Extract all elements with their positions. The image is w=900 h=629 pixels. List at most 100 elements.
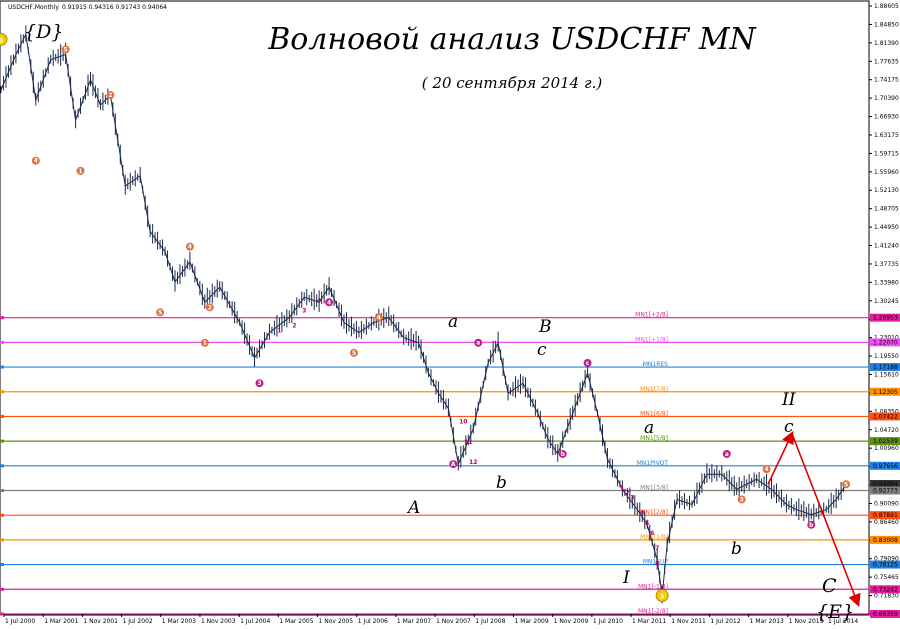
minor-marker-label-6: 2	[208, 304, 212, 311]
minor-marker-label-13: a	[476, 340, 480, 347]
level-stub-11	[0, 587, 4, 591]
minor-marker-label-15: c	[586, 360, 590, 367]
x-tick-label-0: 1 Jul 2000	[5, 618, 35, 625]
minor-marker-label-0: 4	[34, 158, 38, 165]
minor-marker-9	[325, 298, 334, 307]
minor-marker-label-17: 3	[740, 496, 744, 503]
level-stub-2	[0, 365, 4, 369]
minor-marker-7	[200, 338, 209, 347]
level-stub-3	[0, 390, 4, 394]
level-stub-7	[0, 489, 4, 493]
x-tick-label-4: 1 Mar 2003	[162, 618, 196, 625]
y-tick-label-12: 1.44950	[874, 224, 899, 231]
y-tick-label-11: 1.48705	[874, 206, 899, 213]
level-tag-bg-11	[870, 560, 900, 569]
minor-marker-label-18: 4	[764, 466, 768, 473]
sub-wave-label-8: 2	[625, 489, 629, 496]
minor-marker-20	[842, 480, 851, 489]
chart-title: Волновой анализ USDCHF MN	[267, 22, 757, 57]
wave-label-D: {D}	[24, 21, 63, 43]
level-tag-bg-0	[870, 313, 900, 322]
sub-wave-label-12: 6	[650, 530, 654, 537]
level-stub-8	[0, 513, 4, 517]
minor-marker-label-12: A	[451, 461, 456, 468]
minor-marker-label-19: b	[809, 522, 814, 529]
wave-label-c-proj: c	[784, 417, 794, 437]
y-tick-label-7: 1.63175	[874, 132, 899, 139]
projection-arrow-up	[767, 430, 794, 485]
level-label-10: MN1SUP	[643, 559, 669, 566]
minor-marker-label-14: b	[561, 451, 566, 458]
level-tag-label-0: 1.26953	[873, 315, 898, 322]
minor-marker-label-10: 4	[377, 314, 381, 321]
y-tick-label-3: 1.77635	[874, 58, 899, 65]
minor-marker-8	[255, 379, 264, 388]
minor-marker-6	[205, 303, 214, 312]
level-tag-label-3: 1.12305	[873, 389, 898, 396]
x-tick-label-13: 1 Mar 2009	[514, 618, 548, 625]
level-stub-0	[0, 316, 4, 320]
wave-label-c-2010: c	[537, 340, 547, 360]
y-tick-label-30: 0.79090	[874, 556, 899, 563]
y-tick-label-20: 1.15610	[874, 371, 899, 378]
level-stub-5	[0, 439, 4, 443]
minor-marker-13	[474, 338, 483, 347]
level-tag-bg-13	[870, 609, 900, 618]
level-label-4: MN1[6/8]	[640, 410, 668, 417]
minor-marker-11	[349, 348, 358, 357]
sub-wave-label-13: 7	[655, 545, 659, 552]
level-label-12: MN1[-2/8]	[638, 608, 668, 615]
minor-marker-3	[106, 90, 115, 99]
wave-label-a-2008: a	[448, 312, 458, 332]
minor-marker-12	[449, 460, 458, 469]
minor-marker-18	[762, 465, 771, 474]
x-tick-label-18: 1 Jul 2012	[710, 618, 740, 625]
y-tick-label-28: 0.86460	[874, 519, 899, 526]
minor-marker-label-4: 4	[188, 244, 192, 251]
level-stub-10	[0, 563, 4, 567]
level-label-2: MN1RES	[643, 361, 668, 368]
wave-label-b-2009: b	[496, 473, 507, 493]
wave-label-B: B	[538, 317, 552, 337]
y-tick-label-15: 1.33980	[874, 279, 899, 286]
level-label-1: MN1[+1/8]	[635, 336, 668, 343]
level-price-tags: 1.26953 1.22070 1.17188 1.12305 1.07422 1.025…	[0, 313, 900, 618]
y-tick-label-1: 1.84850	[874, 21, 899, 28]
y-tick-label-13: 1.41240	[874, 243, 899, 250]
level-label-9: MN1[1/8]	[640, 534, 668, 541]
level-tag-bg-6	[870, 461, 900, 470]
level-label-0: MN1[+2/8]	[635, 312, 668, 319]
level-tag-label-8: 0.92773	[873, 488, 898, 495]
y-tick-label-27: 0.90090	[874, 500, 899, 507]
sub-wave-label-3: 4	[317, 297, 321, 304]
chart-subtitle: ( 20 сентября 2014 г.)	[422, 74, 603, 92]
level-stub-1	[0, 340, 4, 344]
plot-frame	[0, 0, 870, 616]
sub-wave-label-4: 10	[459, 419, 467, 426]
level-tag-label-12: 0.73242	[873, 586, 898, 593]
minor-marker-label-2: 1	[78, 168, 82, 175]
level-tag-label-4: 1.07422	[873, 413, 898, 420]
y-tick-label-6: 1.66930	[874, 114, 899, 121]
minor-marker-label-9: 4	[327, 299, 331, 306]
y-tick-label-2: 1.81390	[874, 40, 899, 47]
x-tick-label-5: 1 Nov 2003	[201, 618, 236, 625]
level-tag-bg-2	[870, 363, 900, 372]
minor-marker-17	[737, 495, 746, 504]
level-tag-label-6: 0.97656	[873, 463, 898, 470]
y-tick-label-16: 1.30245	[874, 298, 899, 305]
level-tag-label-7: 0.94064	[873, 481, 898, 488]
y-tick-label-4: 1.74175	[874, 77, 899, 84]
x-tick-label-1: 1 Mar 2001	[44, 618, 78, 625]
sub-wave-label-7: 1	[620, 484, 624, 491]
level-tag-bg-5	[870, 437, 900, 446]
level-lines	[1, 317, 869, 615]
level-labels: MN1[+2/8] MN1[+1/8] MN1RES MN1[7/8] MN1[6/8]…	[635, 312, 668, 615]
sub-wave-label-2: 3	[302, 307, 306, 314]
x-tick-label-20: 1 Nov 2013	[789, 618, 824, 625]
minor-marker-0	[31, 156, 40, 165]
price-series	[0, 25, 847, 604]
